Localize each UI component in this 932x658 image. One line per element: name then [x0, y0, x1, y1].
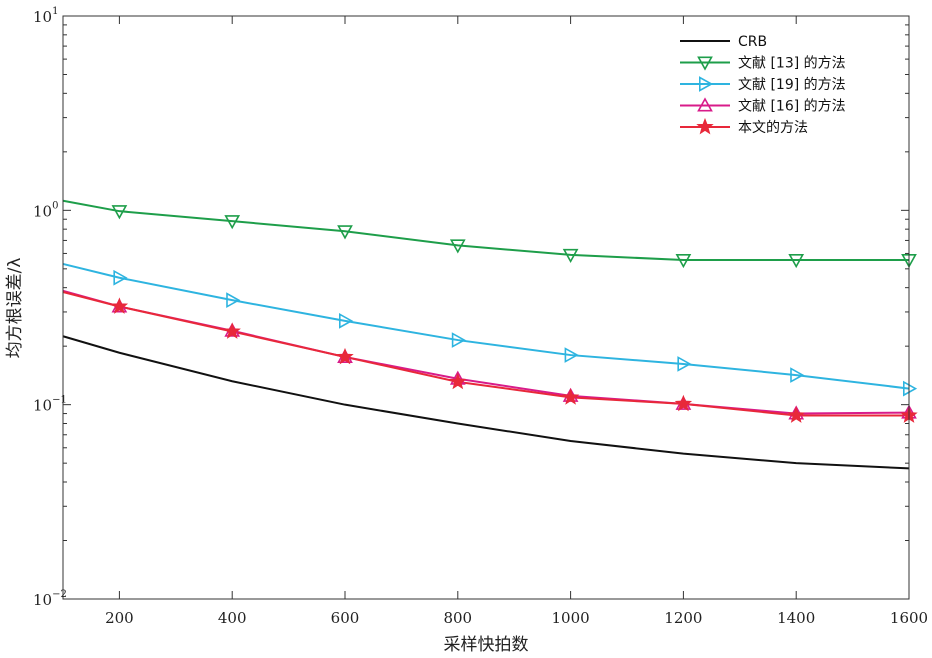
axis-ticks	[63, 15, 910, 600]
legend-marker-1	[697, 56, 713, 71]
y-tick-label: 100	[33, 200, 58, 220]
series-2-point	[338, 312, 354, 329]
series-4-point	[674, 394, 693, 412]
series-line-0	[62, 335, 910, 470]
y-tick-label: 101	[33, 6, 58, 26]
series-1-point	[337, 225, 353, 240]
x-tick-label: 600	[331, 609, 360, 627]
series-line-2	[62, 262, 910, 390]
x-tick-labels: 200 400 600 800 1000 1200 1400 1600	[105, 609, 928, 627]
series-2-point	[677, 356, 692, 372]
series-4-point	[787, 406, 805, 423]
y-tick-label: 10−1	[33, 395, 67, 415]
series-2-point	[451, 332, 466, 348]
x-tick-label: 400	[218, 609, 247, 627]
series-4-point	[336, 347, 354, 365]
series-2-point	[790, 367, 805, 383]
series-4-point	[561, 388, 580, 405]
x-tick-label: 800	[443, 609, 472, 627]
legend-label-1: 文献 [13] 的方法	[738, 56, 846, 72]
series-1-point	[788, 254, 805, 269]
x-tick-label: 1200	[664, 609, 702, 627]
y-tick-labels: 10−2 10−1 100 101	[33, 6, 67, 609]
legend-label-0: CRB	[738, 34, 767, 50]
legend-label-3: 文献 [16] 的方法	[738, 99, 846, 115]
series-4-point	[449, 372, 467, 390]
legend-marker-4	[696, 117, 714, 135]
series-2-point	[902, 380, 918, 397]
legend-marker-2	[698, 76, 714, 92]
series-2-point	[226, 292, 241, 309]
y-axis-title: 均方根误差/λ	[5, 258, 25, 359]
series-1-point	[111, 205, 128, 220]
x-tick-label: 1600	[890, 609, 928, 627]
series-2-point	[564, 347, 579, 363]
x-tick-label: 200	[105, 609, 134, 627]
series-1-point	[675, 254, 692, 269]
legend-marker-3	[697, 97, 713, 112]
series-line-1	[62, 199, 909, 262]
legend-label-2: 文献 [19] 的方法	[738, 77, 846, 93]
series-1-point	[562, 248, 579, 264]
legend-label-4: 本文的方法	[738, 120, 808, 136]
plot-area	[63, 16, 909, 599]
y-tick-label: 10−2	[33, 589, 67, 609]
series-4-point	[110, 297, 129, 314]
series-1-point	[449, 239, 466, 254]
series-2-point	[113, 269, 128, 286]
series-1-point	[224, 215, 241, 230]
x-tick-label: 1000	[552, 609, 590, 627]
plot-frame	[62, 15, 910, 600]
series-4-point	[223, 322, 241, 339]
x-axis-title: 采样快拍数	[444, 635, 529, 655]
x-tick-label: 1400	[777, 609, 815, 627]
